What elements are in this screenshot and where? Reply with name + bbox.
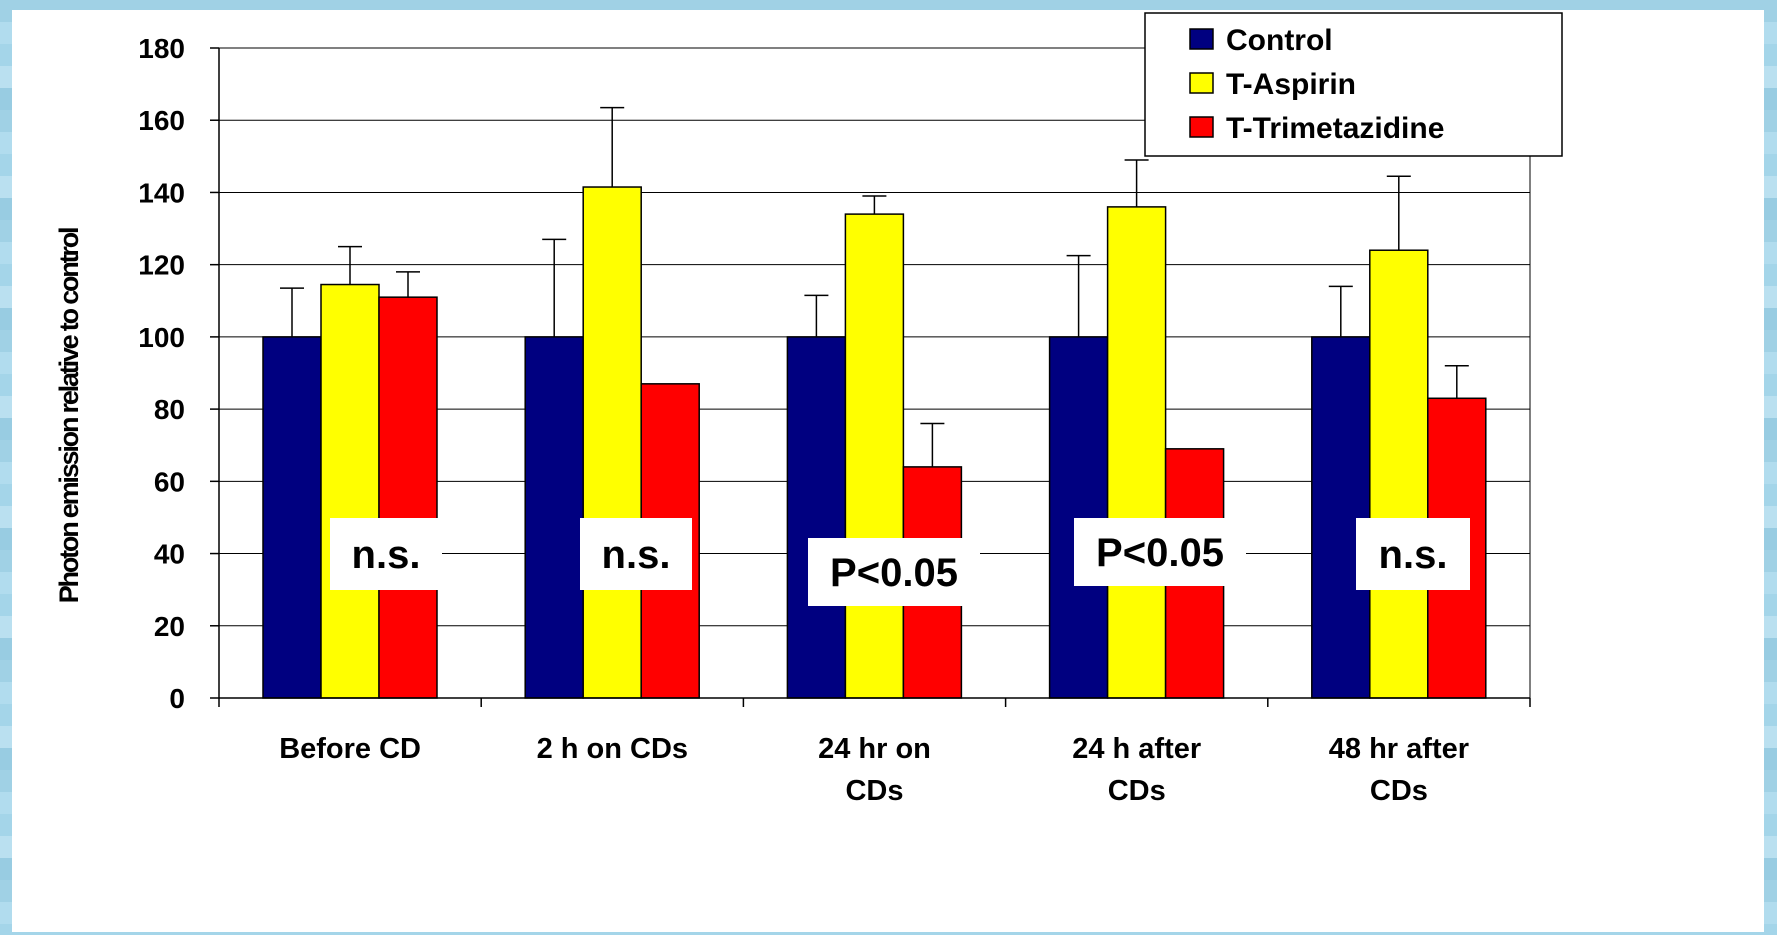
- x-category-labels: Before CD 2 h on CDs 24 hr on CDs 24 h after…: [279, 733, 1469, 807]
- axes: [210, 47, 1531, 707]
- significance-label-box: [330, 518, 442, 590]
- significance-label-text: n.s.: [352, 533, 421, 577]
- bar-t-aspirin: [320, 283, 380, 699]
- x-category-label: Before CD: [279, 733, 421, 765]
- y-tick-label: 160: [138, 105, 185, 136]
- error-bars: [280, 106, 1469, 467]
- legend-label: T-Aspirin: [1226, 68, 1356, 101]
- legend-swatch: [1189, 72, 1214, 94]
- significance-label: P<0.05: [808, 538, 980, 606]
- significance-label-text: n.s.: [602, 533, 671, 577]
- y-tick-label: 120: [138, 250, 185, 281]
- significance-label-box: [1074, 518, 1246, 586]
- y-tick-labels: 0 20 40 60 80 100 120 140 160 180: [138, 33, 185, 714]
- x-category-label: 24 h after: [1072, 733, 1201, 765]
- bar-t-aspirin: [844, 213, 905, 699]
- significance-label: n.s.: [1356, 518, 1470, 590]
- significance-label: n.s.: [330, 518, 442, 590]
- x-category-label: 48 hr after: [1329, 733, 1469, 765]
- significance-label-text: n.s.: [1379, 533, 1448, 577]
- legend-label: Control: [1226, 24, 1333, 57]
- significance-label-text: P<0.05: [1096, 531, 1224, 575]
- significance-label: P<0.05: [1074, 518, 1246, 586]
- legend-box: [1144, 12, 1563, 157]
- legend: Control T-Aspirin T-Trimetazidine: [1144, 12, 1563, 157]
- significance-label-box: [1356, 518, 1470, 590]
- x-category-label: 24 hr on: [818, 733, 931, 765]
- bar-t-aspirin: [1369, 249, 1429, 699]
- y-tick-label: 20: [154, 611, 185, 642]
- y-tick-label: 40: [154, 539, 185, 570]
- y-tick-label: 80: [154, 394, 185, 425]
- y-tick-label: 180: [138, 33, 185, 64]
- y-axis-label: Photon emission relative to control: [54, 228, 84, 603]
- significance-label-text: P<0.05: [830, 551, 958, 595]
- bar-t-aspirin: [1106, 206, 1167, 699]
- y-tick-label: 100: [138, 322, 185, 353]
- x-category-label: CDs: [1108, 775, 1166, 807]
- x-category-label: CDs: [1370, 775, 1428, 807]
- bar-t-trimetazidine: [378, 296, 438, 699]
- legend-swatch: [1189, 28, 1214, 50]
- y-tick-label: 0: [169, 683, 185, 714]
- bars: [262, 186, 1487, 699]
- y-tick-label: 140: [138, 177, 185, 208]
- legend-label: T-Trimetazidine: [1226, 112, 1444, 145]
- significance-label-box: [580, 518, 692, 590]
- bar-control: [1311, 336, 1371, 699]
- bar-control: [524, 336, 584, 699]
- bar-control: [786, 336, 847, 699]
- bar-t-aspirin: [582, 186, 642, 699]
- significance-annotations: n.s. n.s. P<0.05 P<0.05 n.s.: [330, 518, 1470, 606]
- significance-label: n.s.: [580, 518, 692, 590]
- x-category-label: 2 h on CDs: [537, 733, 688, 765]
- y-tick-label: 60: [154, 466, 185, 497]
- bar-control: [262, 336, 322, 699]
- bar-control: [1048, 336, 1109, 699]
- significance-label-box: [808, 538, 980, 606]
- x-category-label: CDs: [845, 775, 903, 807]
- legend-swatch: [1189, 116, 1214, 138]
